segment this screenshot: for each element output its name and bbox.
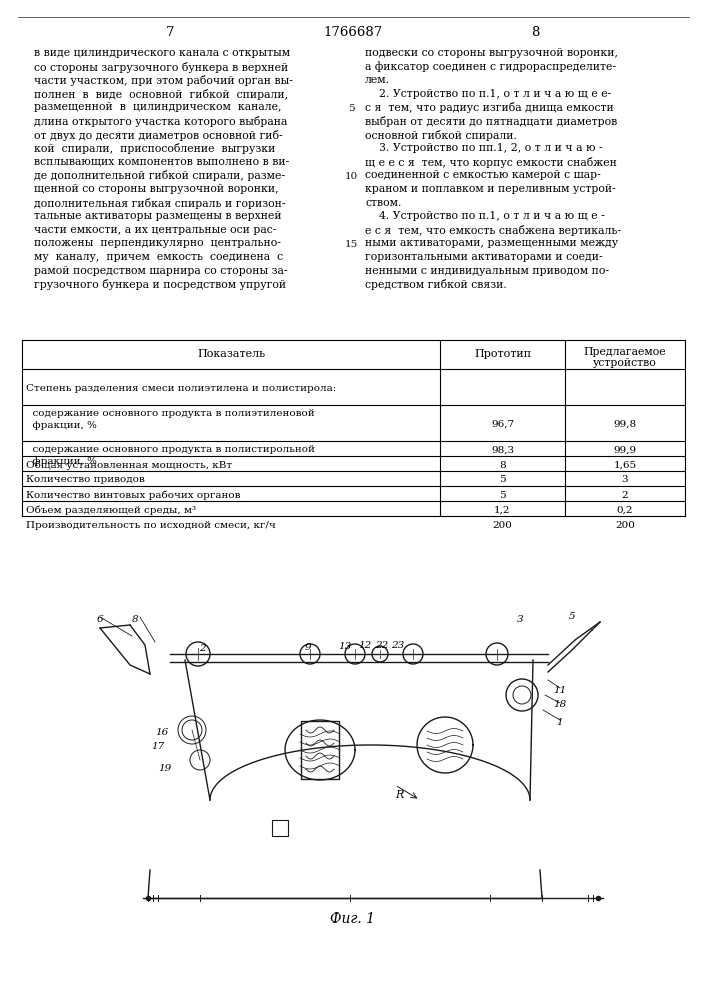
Text: 1,65: 1,65	[614, 460, 636, 470]
Text: 3. Устройство по пп.1, 2, о т л и ч а ю -: 3. Устройство по пп.1, 2, о т л и ч а ю …	[365, 143, 602, 153]
Text: 16: 16	[156, 728, 169, 737]
Text: лем.: лем.	[365, 75, 390, 85]
Text: щ е е с я  тем, что корпус емкости снабжен: щ е е с я тем, что корпус емкости снабже…	[365, 157, 617, 168]
Text: 1,2: 1,2	[494, 506, 510, 514]
Text: 0,2: 0,2	[617, 506, 633, 514]
Text: Прототип: Прототип	[474, 349, 531, 359]
Text: с я  тем, что радиус изгиба днища емкости: с я тем, что радиус изгиба днища емкости	[365, 102, 614, 113]
Text: 2: 2	[621, 490, 629, 499]
Text: е с я  тем, что емкость снабжена вертикаль-: е с я тем, что емкость снабжена вертикал…	[365, 225, 621, 236]
Text: тальные активаторы размещены в верхней: тальные активаторы размещены в верхней	[34, 211, 281, 221]
Text: фракции, %: фракции, %	[26, 420, 97, 430]
Text: 3: 3	[517, 615, 523, 624]
Text: положены  перпендикулярно  центрально-: положены перпендикулярно центрально-	[34, 238, 281, 248]
Bar	[301, 721, 339, 779]
Text: основной гибкой спирали.: основной гибкой спирали.	[365, 130, 517, 141]
Text: от двух до десяти диаметров основной гиб-: от двух до десяти диаметров основной гиб…	[34, 130, 283, 141]
Text: 19: 19	[158, 764, 172, 773]
Text: 9: 9	[305, 643, 311, 652]
Text: 13: 13	[339, 642, 351, 651]
Text: со стороны загрузочного бункера в верхней: со стороны загрузочного бункера в верхне…	[34, 62, 288, 73]
Text: полнен  в  виде  основной  гибкой  спирали,: полнен в виде основной гибкой спирали,	[34, 89, 288, 100]
Text: ненными с индивидуальным приводом по-: ненными с индивидуальным приводом по-	[365, 266, 609, 276]
Text: 8: 8	[499, 460, 506, 470]
Text: му  каналу,  причем  емкость  соединена  с: му каналу, причем емкость соединена с	[34, 252, 283, 262]
Text: рамой посредством шарнира со стороны за-: рамой посредством шарнира со стороны за-	[34, 266, 288, 276]
Text: R: R	[395, 790, 404, 800]
Text: горизонтальными активаторами и соеди-: горизонтальными активаторами и соеди-	[365, 252, 602, 262]
Text: 200: 200	[493, 520, 513, 530]
Text: средством гибкой связи.: средством гибкой связи.	[365, 279, 507, 290]
Text: грузочного бункера и посредством упругой: грузочного бункера и посредством упругой	[34, 279, 286, 290]
Text: кой  спирали,  приспособление  выгрузки: кой спирали, приспособление выгрузки	[34, 143, 275, 154]
Text: 8: 8	[132, 615, 139, 624]
Text: щенной со стороны выгрузочной воронки,: щенной со стороны выгрузочной воронки,	[34, 184, 279, 194]
Text: 12: 12	[358, 641, 372, 650]
Text: 2. Устройство по п.1, о т л и ч а ю щ е е-: 2. Устройство по п.1, о т л и ч а ю щ е …	[365, 89, 612, 99]
Text: 5: 5	[499, 476, 506, 485]
Text: 99,9: 99,9	[614, 446, 636, 454]
Text: Показатель: Показатель	[197, 349, 265, 359]
Text: 5: 5	[348, 104, 354, 113]
Text: Количество винтовых рабочих органов: Количество винтовых рабочих органов	[26, 490, 240, 500]
Text: 1766687: 1766687	[323, 26, 382, 39]
Text: устройство: устройство	[593, 358, 657, 368]
Text: части участком, при этом рабочий орган вы-: части участком, при этом рабочий орган в…	[34, 75, 293, 86]
Text: в виде цилиндрического канала с открытым: в виде цилиндрического канала с открытым	[34, 48, 290, 58]
Text: 15: 15	[344, 240, 358, 249]
Text: 3: 3	[621, 476, 629, 485]
Text: 98,3: 98,3	[491, 446, 514, 454]
Text: 5: 5	[499, 490, 506, 499]
Text: 6: 6	[97, 615, 103, 624]
Bar	[272, 820, 288, 836]
Text: 11: 11	[554, 686, 566, 695]
Text: 10: 10	[344, 172, 358, 181]
Text: де дополнительной гибкой спирали, разме-: де дополнительной гибкой спирали, разме-	[34, 170, 285, 181]
Text: 200: 200	[615, 520, 635, 530]
Text: размещенной  в  цилиндрическом  канале,: размещенной в цилиндрическом канале,	[34, 102, 281, 112]
Text: содержание основного продукта в полиэтиленовой: содержание основного продукта в полиэтил…	[26, 409, 315, 418]
Text: 96,7: 96,7	[491, 420, 514, 429]
Text: 5: 5	[568, 612, 575, 621]
Text: Фиг. 1: Фиг. 1	[330, 912, 375, 926]
Text: Объем разделяющей среды, м³: Объем разделяющей среды, м³	[26, 506, 196, 515]
Text: краном и поплавком и переливным устрой-: краном и поплавком и переливным устрой-	[365, 184, 616, 194]
Text: 23: 23	[392, 641, 404, 650]
Text: Производительность по исходной смеси, кг/ч: Производительность по исходной смеси, кг…	[26, 520, 276, 530]
Text: 99,8: 99,8	[614, 420, 636, 429]
Text: а фиксатор соединен с гидрораспределите-: а фиксатор соединен с гидрораспределите-	[365, 62, 616, 72]
Text: всплывающих компонентов выполнено в ви-: всплывающих компонентов выполнено в ви-	[34, 157, 289, 167]
Text: ными активаторами, размещенными между: ными активаторами, размещенными между	[365, 238, 618, 248]
Text: Общая установленная мощность, кВт: Общая установленная мощность, кВт	[26, 460, 232, 470]
Text: 8: 8	[531, 26, 539, 39]
Text: соединенной с емкостью камерой с шар-: соединенной с емкостью камерой с шар-	[365, 170, 601, 180]
Text: Предлагаемое: Предлагаемое	[584, 347, 666, 357]
Text: выбран от десяти до пятнадцати диаметров: выбран от десяти до пятнадцати диаметров	[365, 116, 617, 127]
Text: 22: 22	[375, 641, 389, 650]
Text: подвески со стороны выгрузочной воронки,: подвески со стороны выгрузочной воронки,	[365, 48, 618, 58]
Text: Количество приводов: Количество приводов	[26, 476, 145, 485]
Text: части емкости, а их центральные оси рас-: части емкости, а их центральные оси рас-	[34, 225, 276, 235]
Text: фракции, %: фракции, %	[26, 456, 97, 466]
Text: 7: 7	[165, 26, 174, 39]
Text: 17: 17	[151, 742, 165, 751]
Text: длина открытого участка которого выбрана: длина открытого участка которого выбрана	[34, 116, 287, 127]
Text: 4. Устройство по п.1, о т л и ч а ю щ е -: 4. Устройство по п.1, о т л и ч а ю щ е …	[365, 211, 604, 221]
Text: дополнительная гибкая спираль и горизон-: дополнительная гибкая спираль и горизон-	[34, 198, 286, 209]
Text: 18: 18	[554, 700, 566, 709]
Text: 1: 1	[556, 718, 563, 727]
Text: содержание основного продукта в полистирольной: содержание основного продукта в полистир…	[26, 445, 315, 454]
Text: Степень разделения смеси полиэтилена и полистирола:: Степень разделения смеси полиэтилена и п…	[26, 384, 337, 393]
Text: 2: 2	[199, 644, 205, 653]
Text: ством.: ством.	[365, 198, 402, 208]
